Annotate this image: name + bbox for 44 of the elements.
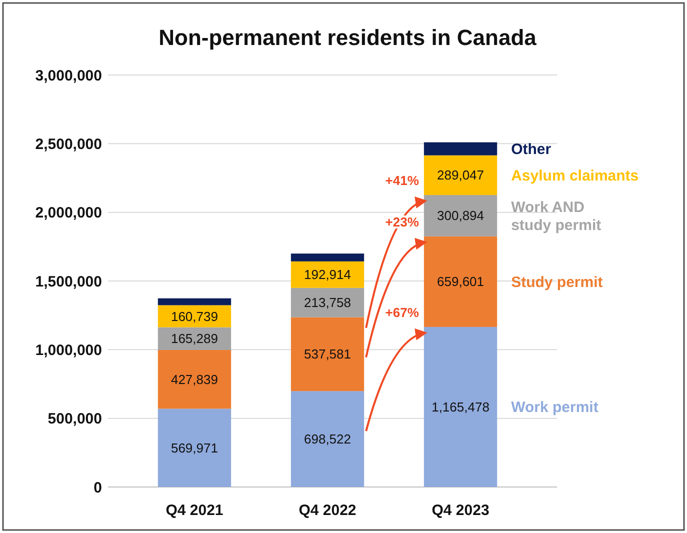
data-label: 192,914 [304,267,351,282]
x-tick-label: Q4 2021 [166,502,224,519]
data-label: 1,165,478 [432,400,490,415]
annotation: +67% [385,304,420,320]
y-tick-label: 500,000 [48,410,102,428]
x-tick-label: Q4 2022 [298,502,356,519]
data-label: 300,894 [437,208,484,224]
data-label: 160,739 [170,308,218,324]
series-label: Work AND study permit [511,198,602,234]
series-label: Other [511,141,552,158]
bar [290,391,364,487]
data-label: 165,289 [170,331,218,346]
bar [424,155,498,196]
bar [424,142,498,156]
bar [424,236,498,327]
bar [158,350,232,409]
data-label: 427,839 [170,372,218,387]
data-label: 698,522 [304,432,351,447]
data-label: 659,601 [437,274,484,290]
x-tick-label: Q4 2023 [432,502,490,519]
data-label: 569,971 [170,440,218,456]
series-label: Study permit [511,274,603,291]
bar [158,305,232,328]
series-label: Asylum claimants [511,167,639,184]
data-label: 289,047 [437,168,484,183]
data-label: 537,581 [304,346,351,362]
y-tick-label: 0 [94,479,102,496]
bar [158,298,232,306]
y-tick-label: 1,000,000 [35,342,102,359]
chart-title: Non-permanent residents in Canada [158,25,538,50]
bar [424,195,498,236]
y-tick-label: 3,000,000 [35,67,102,84]
y-tick-label: 2,500,000 [35,136,102,153]
series-label: Work permit [511,399,598,416]
bar [158,408,232,487]
data-label: 213,758 [304,295,351,310]
bar [290,317,364,392]
y-tick-label: 2,000,000 [35,204,102,222]
y-tick-label: 1,500,000 [35,273,102,290]
annotation: +41% [385,173,420,188]
bar [290,254,364,262]
bar [290,261,364,288]
bar [424,326,498,487]
bar [290,288,364,318]
